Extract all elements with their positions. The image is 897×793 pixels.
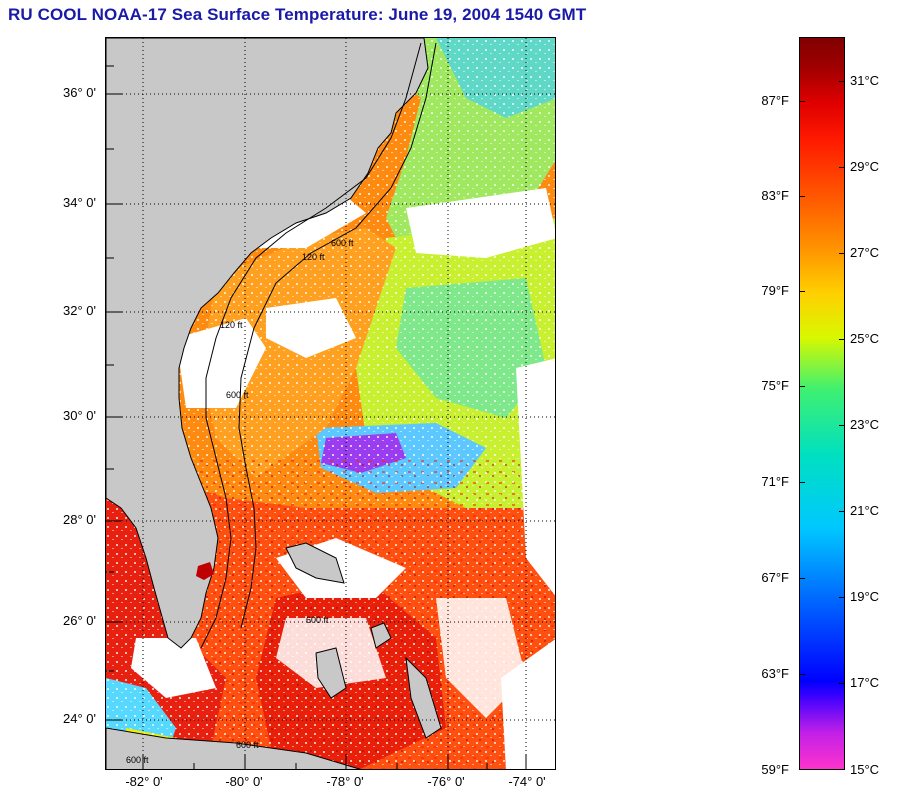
colorbar-tick (799, 101, 805, 102)
cuba-land (106, 727, 362, 769)
colorbar-tick (839, 597, 845, 598)
celsius-label: 19°C (850, 589, 880, 604)
us-east-coast-land (106, 38, 429, 649)
colorbar-tick (799, 482, 805, 483)
longitude-label: -76° 0' (427, 774, 465, 789)
celsius-label: 29°C (850, 159, 880, 174)
colorbar-tick (799, 674, 805, 675)
fahrenheit-label: 79°F (761, 283, 789, 298)
latitude-label: 24° 0' (63, 711, 96, 726)
colorbar-tick (839, 683, 845, 684)
fahrenheit-label: 71°F (761, 474, 789, 489)
longitude-label: -78° 0' (326, 774, 364, 789)
colorbar-tick (799, 578, 805, 579)
longitude-label: -74° 0' (508, 774, 546, 789)
longitude-label: -82° 0' (125, 774, 163, 789)
fahrenheit-label: 83°F (761, 188, 789, 203)
isobath-label: 600 ft (126, 755, 149, 765)
longitude-label: -80° 0' (225, 774, 263, 789)
sst-map-canvas: 120 ft 600 ft 120 ft 600 ft 600 ft 600 f… (106, 38, 555, 769)
isobath-label: 600 ft (306, 615, 329, 625)
celsius-label: 21°C (850, 503, 880, 518)
colorbar-tick (839, 339, 845, 340)
celsius-label: 31°C (850, 73, 880, 88)
lake-okeechobee (196, 562, 214, 580)
colorbar-tick (839, 167, 845, 168)
exuma-island (405, 656, 442, 739)
andros-island (315, 647, 347, 699)
fahrenheit-label: 63°F (761, 666, 789, 681)
celsius-label: 23°C (850, 417, 880, 432)
isobath-120ft (200, 42, 422, 649)
fahrenheit-label: 87°F (761, 93, 789, 108)
latitude-label: 34° 0' (63, 195, 96, 210)
isobath-600ft (238, 42, 437, 629)
colorbar-tick (799, 291, 805, 292)
isobath-label: 600 ft (226, 390, 249, 400)
celsius-label: 27°C (850, 245, 880, 260)
colorbar-tick (839, 425, 845, 426)
frame-ticks (106, 65, 527, 769)
latitude-label: 26° 0' (63, 613, 96, 628)
page-title: RU COOL NOAA-17 Sea Surface Temperature:… (8, 5, 587, 24)
fahrenheit-label: 59°F (761, 762, 789, 777)
celsius-label: 17°C (850, 675, 880, 690)
isobath-label: 600 ft (331, 238, 354, 248)
colorbar-tick (799, 196, 805, 197)
bahamas-island (370, 622, 392, 649)
temperature-colorbar (799, 37, 845, 770)
fahrenheit-label: 67°F (761, 570, 789, 585)
isobath-label: 120 ft (302, 252, 325, 262)
celsius-label: 15°C (850, 762, 880, 777)
celsius-label: 25°C (850, 331, 880, 346)
colorbar-tick (839, 511, 845, 512)
colorbar-tick (839, 253, 845, 254)
sst-map[interactable]: 120 ft 600 ft 120 ft 600 ft 600 ft 600 f… (105, 37, 556, 770)
isobath-label: 600 ft (236, 740, 259, 750)
latitude-label: 30° 0' (63, 408, 96, 423)
latitude-label: 36° 0' (63, 85, 96, 100)
latitude-label: 28° 0' (63, 512, 96, 527)
colorbar-tick (799, 386, 805, 387)
latitude-label: 32° 0' (63, 303, 96, 318)
isobath-label: 120 ft (220, 320, 243, 330)
fahrenheit-label: 75°F (761, 378, 789, 393)
colorbar-tick (839, 81, 845, 82)
grand-bahama-island (285, 542, 345, 584)
